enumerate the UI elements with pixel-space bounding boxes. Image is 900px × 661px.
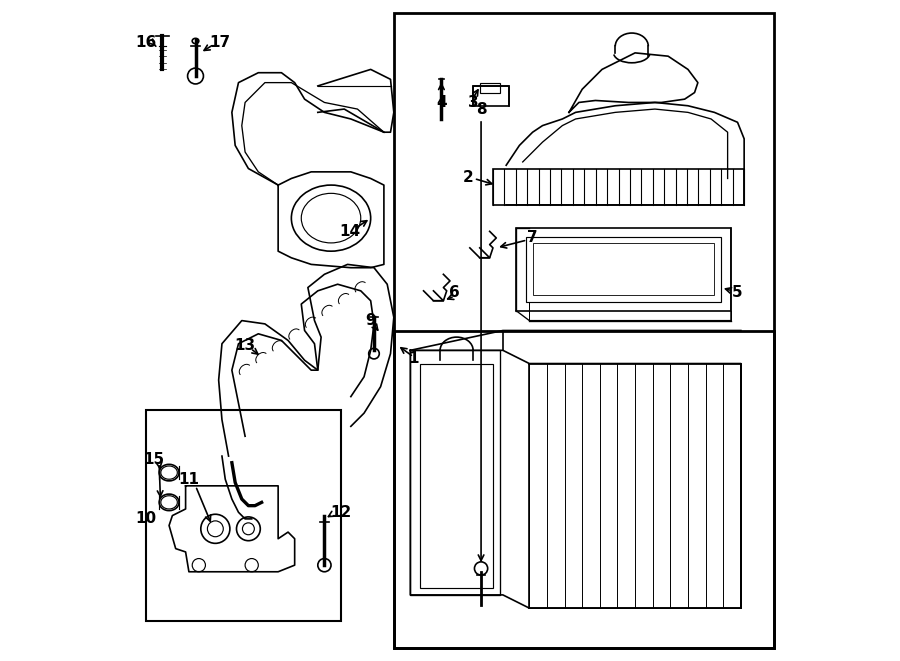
Text: 6: 6 (449, 285, 460, 299)
Text: 12: 12 (330, 505, 352, 520)
Text: 17: 17 (210, 36, 230, 50)
Bar (146, 410, 341, 621)
Text: 11: 11 (178, 472, 200, 486)
Bar (473, 86, 509, 106)
Text: 2: 2 (464, 170, 474, 184)
Text: 8: 8 (476, 102, 486, 116)
Bar (533, 243, 715, 295)
Bar (493, 169, 744, 205)
Bar (394, 13, 774, 648)
Bar (394, 330, 774, 648)
Text: 4: 4 (436, 95, 446, 110)
Text: 16: 16 (135, 36, 157, 50)
Text: 9: 9 (365, 313, 376, 328)
Bar (420, 364, 493, 588)
Bar (410, 350, 500, 595)
Text: 14: 14 (339, 224, 360, 239)
Text: 1: 1 (409, 352, 419, 366)
Bar (516, 228, 731, 311)
Text: 3: 3 (468, 95, 479, 110)
Bar (480, 83, 500, 93)
Text: 15: 15 (143, 452, 165, 467)
Text: 5: 5 (733, 285, 742, 299)
Text: 13: 13 (235, 338, 256, 352)
Text: 7: 7 (527, 231, 538, 245)
Text: 10: 10 (135, 512, 157, 526)
Bar (526, 237, 721, 302)
